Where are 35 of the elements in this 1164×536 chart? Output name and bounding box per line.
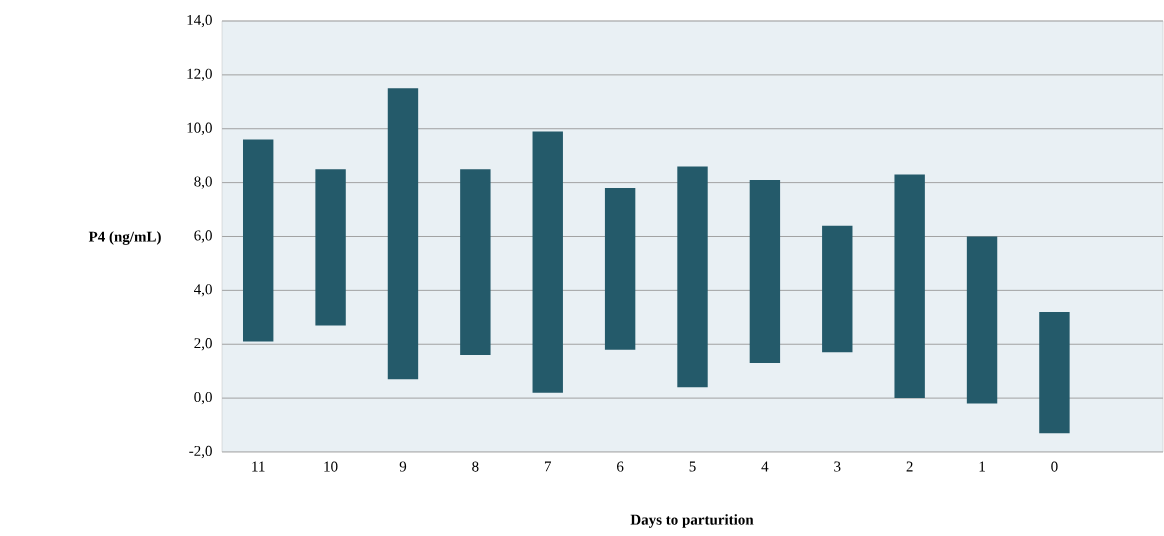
y-tick-label: -2,0 [189,445,212,459]
bar [460,169,491,356]
y-tick-label: 14,0 [187,14,212,28]
x-tick-label: 10 [324,461,338,472]
x-tick-label: 0 [1051,461,1058,472]
y-axis-title: P4 (ng/mL) [88,231,161,245]
x-tick-label: 8 [472,461,479,472]
y-tick-label: 10,0 [187,122,212,135]
bar [677,166,708,388]
bar [532,131,563,393]
y-tick-label: 6,0 [194,230,212,243]
x-tick-label: 2 [906,461,913,472]
x-tick-label: 4 [761,461,769,472]
bar [894,174,925,399]
y-tick-label: 4,0 [194,284,212,297]
bar [966,236,998,404]
x-tick-label: 11 [252,461,265,472]
y-tick-label: 0,0 [194,391,212,405]
bar [315,169,346,326]
bar [387,88,419,380]
bar [822,225,853,353]
bar [749,179,781,364]
y-tick-label: 8,0 [194,176,212,189]
x-tick-label: 6 [617,461,624,472]
x-tick-label: 1 [979,461,985,472]
x-tick-label: 3 [834,461,841,472]
bar [1039,311,1070,434]
bar [604,188,636,350]
bar [243,139,274,342]
x-tick-label: 5 [689,461,696,472]
x-axis-title: Days to parturition [630,514,754,528]
x-tick-label: 7 [544,461,552,472]
y-tick-label: 12,0 [187,68,212,82]
y-tick-label: 2,0 [194,338,212,351]
x-tick-label: 9 [399,461,407,472]
